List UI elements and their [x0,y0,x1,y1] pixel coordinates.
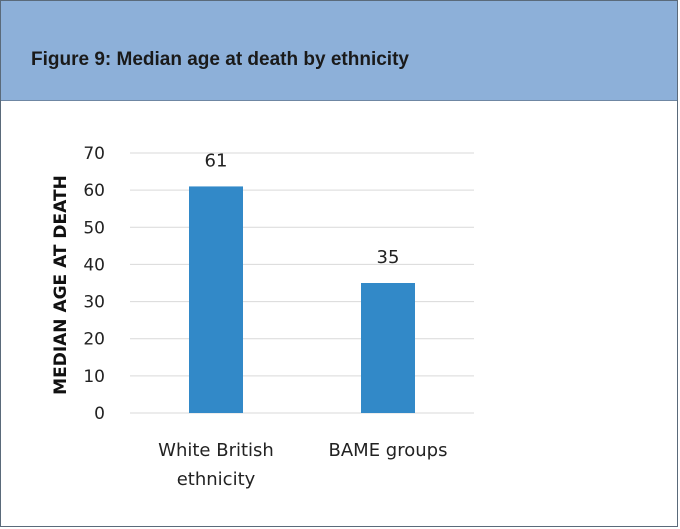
y-tick-label: 50 [83,218,105,238]
figure-title: Figure 9: Median age at death by ethnici… [31,49,409,70]
bar [361,283,415,413]
y-axis-title: MEDIAN AGE AT DEATH [51,175,71,395]
data-label: 35 [377,247,400,268]
y-tick-label: 70 [83,144,105,164]
bar-chart: 0 10 20 30 40 50 60 70 61 White British ethnicity 3… [51,144,474,490]
y-tick-label: 60 [83,181,105,201]
y-tick-label: 40 [83,255,105,275]
y-tick-label: 20 [83,330,105,350]
data-label: 61 [205,150,228,171]
y-tick-label: 30 [83,293,105,313]
bar [189,186,243,413]
figure-header: Figure 9: Median age at death by ethnici… [1,1,677,101]
y-tick-label: 0 [94,404,105,424]
x-category-label: BAME groups [329,440,448,461]
y-tick-label: 10 [83,367,105,387]
x-category-label: ethnicity [177,469,256,490]
x-category-label: White British [158,440,274,461]
